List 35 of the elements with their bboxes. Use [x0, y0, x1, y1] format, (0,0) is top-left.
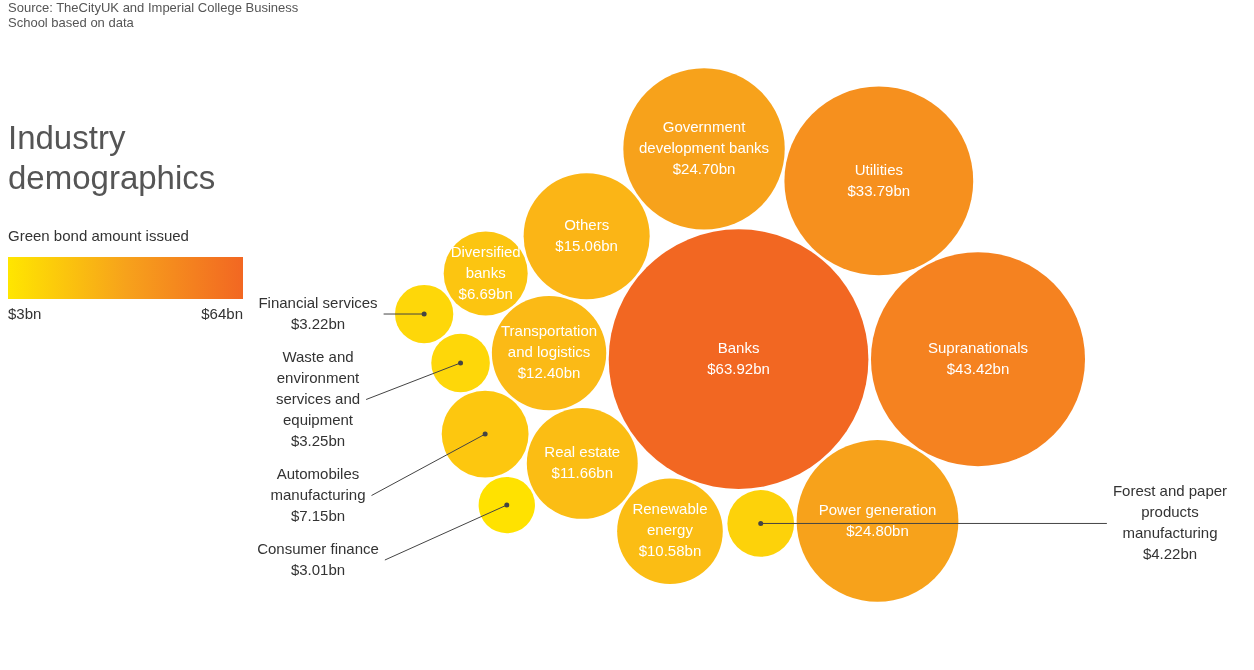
category-label: Automobiles manufacturing — [270, 464, 366, 503]
category-label: Diversified banks — [450, 242, 521, 281]
data-label: $4.22bn — [1142, 545, 1198, 563]
category-label: Others — [564, 215, 610, 233]
data-label: $43.42bn — [946, 359, 1010, 377]
text: $64bn — [201, 305, 243, 322]
category-label: Waste and environment services and equipment — [275, 347, 361, 428]
data-label: $3.25bn — [290, 431, 346, 449]
category-label: Power generation — [818, 500, 937, 518]
category-label: Consumer finance — [257, 539, 379, 557]
category-label: Real estate — [544, 443, 621, 461]
source-note: Source: TheCityUK and Imperial College Business School based on data — [8, 0, 300, 30]
category-label: Transportation and logistics — [500, 322, 598, 361]
category-label: Renewable energy — [632, 500, 708, 539]
text: Industry demographics — [8, 118, 217, 198]
text: $3bn — [8, 305, 42, 322]
data-label: $10.58bn — [638, 542, 702, 560]
category-label: Forest and paper products manufacturing — [1112, 482, 1228, 542]
data-label: $33.79bn — [847, 181, 911, 199]
data-label: $11.66bn — [551, 464, 613, 482]
category-label: Utilities — [854, 160, 903, 178]
color-bar-title: Green bond amount issued — [8, 226, 189, 244]
category-label: Banks — [717, 338, 760, 356]
data-label: $3.22bn — [290, 314, 346, 332]
category-label: Financial services — [258, 293, 378, 311]
data-label: $12.40bn — [517, 364, 581, 382]
data-label: $24.80bn — [846, 521, 909, 539]
category-label: Supranationals — [927, 338, 1029, 356]
data-label: $7.15bn — [290, 506, 346, 524]
data-label: $24.70bn — [672, 160, 736, 177]
data-label: $15.06bn — [555, 236, 618, 254]
data-label: $3.01bn — [290, 560, 346, 578]
category-label: Government development banks — [638, 118, 770, 156]
data-label: $6.69bn — [458, 284, 513, 302]
data-label: $63.92bn — [707, 359, 770, 377]
